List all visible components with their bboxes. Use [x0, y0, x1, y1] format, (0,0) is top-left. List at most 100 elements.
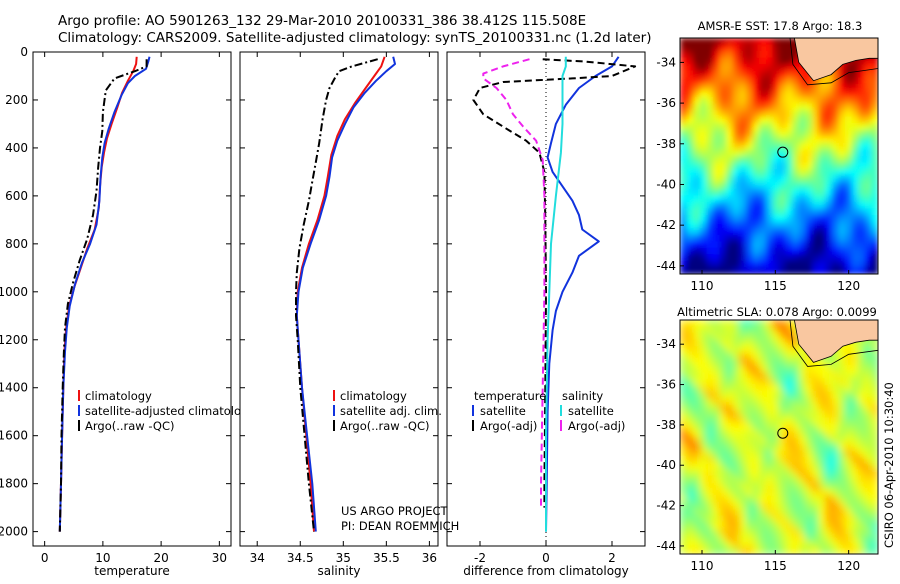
- map-cell: [746, 129, 754, 137]
- map-cell: [805, 541, 813, 549]
- map-cell: [864, 339, 872, 347]
- map-cell: [719, 254, 727, 262]
- map-cell: [845, 359, 853, 367]
- map-cell: [713, 44, 721, 52]
- map-cell: [752, 90, 760, 98]
- map-cell: [825, 182, 833, 190]
- map-cell: [739, 188, 747, 196]
- map-cell: [825, 372, 833, 380]
- map-cell: [831, 430, 839, 438]
- map-cell: [713, 254, 721, 262]
- map-cell: [871, 215, 878, 223]
- map-cell: [680, 378, 688, 386]
- map-cell: [739, 495, 747, 503]
- map-cell: [759, 495, 767, 503]
- map-cell: [792, 129, 800, 137]
- map-cell: [871, 110, 878, 118]
- map-cell: [732, 489, 740, 497]
- map-cell: [713, 142, 721, 151]
- x-tick-label: 120: [837, 559, 860, 573]
- map-cell: [818, 182, 826, 190]
- map-cell: [739, 110, 747, 118]
- map-cell: [805, 156, 813, 164]
- map-cell: [699, 254, 707, 262]
- map-cell: [699, 169, 707, 177]
- map-cell: [845, 195, 853, 203]
- map-cell: [838, 162, 846, 170]
- map-cell: [765, 489, 773, 497]
- map-cell: [680, 129, 688, 137]
- map-cell: [732, 456, 740, 464]
- map-cell: [765, 221, 773, 229]
- map-cell: [825, 398, 833, 406]
- map-cell: [818, 208, 826, 216]
- map-cell: [838, 241, 846, 249]
- map-cell: [831, 267, 839, 274]
- map-cell: [785, 70, 793, 78]
- map-cell: [719, 44, 727, 52]
- map-cell: [699, 333, 707, 341]
- map-cell: [851, 64, 859, 72]
- map-cell: [812, 116, 820, 124]
- map-cell: [686, 547, 694, 554]
- map-cell: [812, 534, 820, 542]
- map-cell: [706, 508, 714, 516]
- map-cell: [812, 83, 820, 92]
- map-cell: [818, 169, 826, 177]
- map-cell: [818, 162, 826, 170]
- map-cell: [779, 215, 787, 223]
- map-cell: [864, 372, 872, 380]
- map-cell: [699, 411, 707, 419]
- map-cell: [746, 260, 754, 269]
- map-cell: [752, 97, 760, 105]
- map-cell: [845, 391, 853, 399]
- map-cell: [805, 469, 813, 477]
- map-cell: [686, 51, 694, 59]
- map-cell: [726, 528, 734, 536]
- map-cell: [831, 149, 839, 157]
- map-cell: [864, 359, 872, 367]
- plot-frame: [239, 51, 439, 547]
- map-cell: [779, 247, 787, 255]
- map-cell: [765, 372, 773, 380]
- map-cell: [838, 228, 846, 236]
- map-cell: [845, 489, 853, 497]
- map-cell: [858, 129, 866, 137]
- map-cell: [719, 326, 727, 334]
- map-cell: [805, 430, 813, 438]
- map-cell: [739, 260, 747, 269]
- map-cell: [752, 502, 760, 510]
- map-cell: [779, 528, 787, 536]
- map-cell: [759, 378, 767, 386]
- map-cell: [871, 430, 878, 438]
- map-cell: [713, 463, 721, 471]
- x-tick-label: 110: [691, 279, 714, 293]
- map-cell: [699, 77, 707, 85]
- map-cell: [831, 463, 839, 471]
- map-cell: [772, 175, 780, 183]
- map-cell: [858, 149, 866, 157]
- map-cell: [858, 547, 866, 554]
- map-cell: [699, 515, 707, 523]
- map-cell: [838, 83, 846, 92]
- map-cell: [798, 534, 806, 542]
- map-cell: [699, 51, 707, 59]
- map-cell: [792, 437, 800, 445]
- map-cell: [818, 97, 826, 105]
- map-cell: [818, 515, 826, 523]
- map-cell: [706, 247, 714, 255]
- map-cell: [706, 64, 714, 72]
- map-cell: [792, 333, 800, 341]
- map-cell: [792, 51, 800, 59]
- map-cell: [851, 489, 859, 497]
- map-cell: [732, 83, 740, 92]
- map-cell: [812, 450, 820, 458]
- x-tick-label: 30: [212, 551, 227, 565]
- map-cell: [864, 443, 872, 451]
- map-cell: [699, 443, 707, 451]
- map-cell: [706, 221, 714, 229]
- map-cell: [825, 391, 833, 399]
- map-cell: [713, 508, 721, 516]
- map-cell: [732, 515, 740, 523]
- map-cell: [798, 162, 806, 170]
